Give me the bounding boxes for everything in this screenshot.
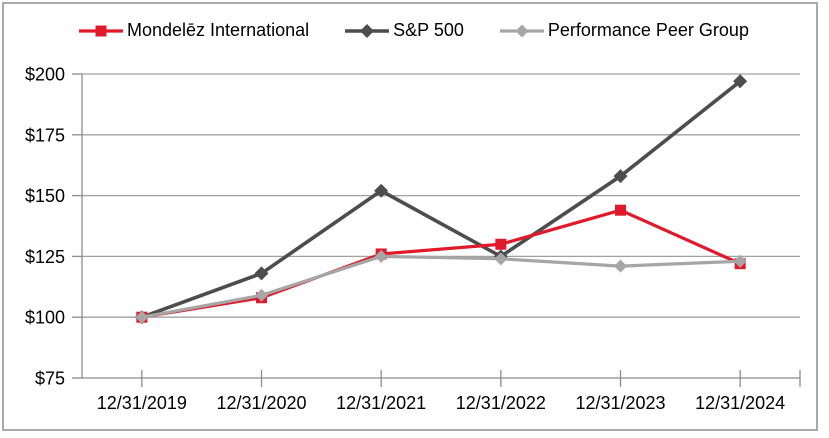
legend-label-sp500: S&P 500 bbox=[393, 20, 464, 40]
x-axis-label: 12/31/2024 bbox=[695, 393, 785, 413]
peer-group-diamond-marker-icon bbox=[499, 24, 544, 37]
y-axis-label: $125 bbox=[25, 247, 65, 267]
legend-marker-shape-mondelez bbox=[95, 25, 107, 36]
data-point-peer-group bbox=[494, 252, 508, 266]
data-point-peer-group bbox=[614, 259, 627, 273]
legend-item-mondelez: Mondelēz International bbox=[79, 20, 309, 41]
x-axis-label: 12/31/2022 bbox=[456, 393, 546, 413]
sp500-diamond-marker-icon bbox=[345, 23, 390, 38]
legend-label-mondelez: Mondelēz International bbox=[127, 20, 310, 40]
legend-label-peer-group: Performance Peer Group bbox=[547, 20, 749, 40]
data-point-peer-group bbox=[733, 254, 747, 268]
chart-legend: Mondelēz International S&P 500 Performan… bbox=[79, 20, 749, 41]
data-point-sp500 bbox=[374, 183, 389, 198]
y-axis-label: $150 bbox=[25, 186, 65, 206]
data-point-peer-group bbox=[255, 288, 268, 302]
series-line-mondelez bbox=[141, 208, 741, 319]
data-point-peer-group bbox=[135, 310, 149, 324]
legend-marker-shape-peer-group bbox=[515, 24, 529, 37]
data-point-peer-group bbox=[374, 249, 388, 263]
data-point-sp500 bbox=[613, 169, 628, 184]
data-point-sp500 bbox=[254, 266, 269, 281]
legend-item-sp500: S&P 500 bbox=[345, 20, 464, 41]
series-line-peer-group bbox=[141, 254, 741, 319]
y-axis-label: $75 bbox=[35, 369, 65, 389]
y-axis-label: $200 bbox=[25, 65, 65, 85]
x-axis-label: 12/31/2023 bbox=[575, 393, 665, 413]
data-point-sp500 bbox=[733, 74, 748, 89]
data-point-mondelez bbox=[495, 238, 507, 250]
y-axis-label: $100 bbox=[25, 308, 65, 328]
x-axis-label: 12/31/2020 bbox=[216, 393, 306, 413]
legend-item-peer-group: Performance Peer Group bbox=[499, 20, 749, 41]
x-axis-label: 12/31/2019 bbox=[97, 393, 187, 413]
mondelez-square-marker-icon bbox=[79, 25, 123, 36]
series-line-sp500 bbox=[141, 79, 742, 319]
legend-marker-shape-sp500 bbox=[360, 23, 375, 38]
data-point-mondelez bbox=[615, 204, 626, 216]
y-axis-label: $175 bbox=[25, 125, 65, 145]
x-axis-label: 12/31/2021 bbox=[336, 393, 426, 413]
